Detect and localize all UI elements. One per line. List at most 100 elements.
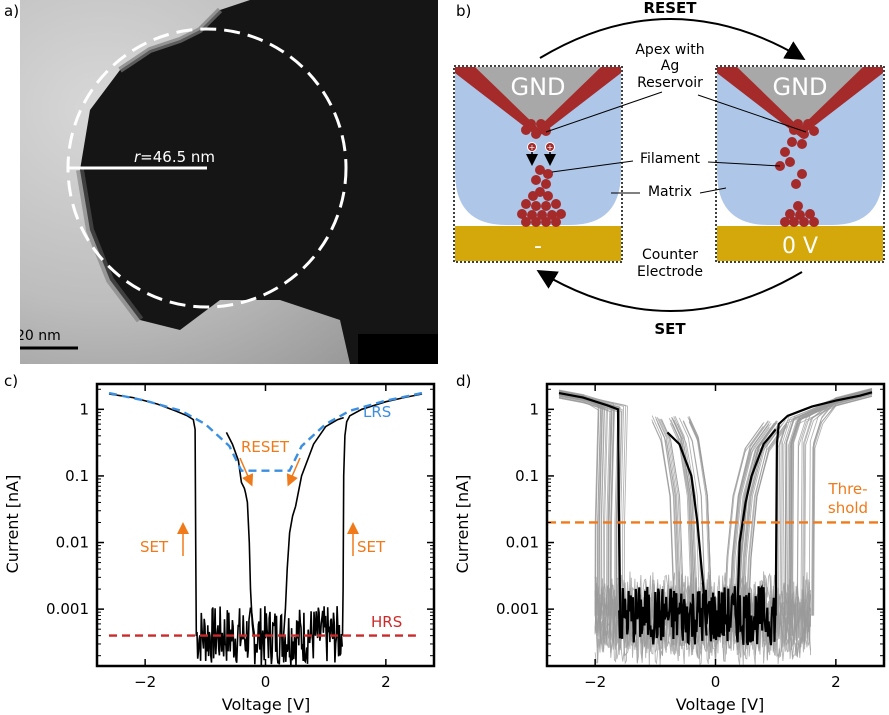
- gray-cycle-reset-pos: [723, 426, 764, 624]
- annotation-matrix: Matrix: [648, 184, 692, 200]
- lrs-label: LRS: [363, 403, 391, 421]
- set-annotation-left: SET: [140, 538, 169, 556]
- xlabel-d: Voltage [V]: [676, 695, 765, 714]
- svg-text:+: +: [547, 143, 554, 152]
- device-right: 0 V GND: [715, 65, 885, 263]
- y-tick-label: 0.001: [496, 600, 539, 618]
- gray-cycle-set-pos: [812, 394, 873, 616]
- ag-cluster-left: [517, 119, 566, 227]
- ylabel-d: Current [nA]: [453, 475, 472, 574]
- electrode-right: [717, 226, 883, 261]
- device-left: - GND + +: [453, 65, 623, 263]
- schematic-annotations: Apex with Ag Reservoir Filament Matrix C…: [545, 42, 807, 280]
- gray-cycle-reset-neg: [656, 416, 681, 630]
- gray-cycle-reset-pos: [729, 427, 770, 624]
- gray-cycle-set-pos: [777, 392, 873, 616]
- gray-cycle-reset-neg: [673, 419, 698, 630]
- threshold-label-line2: shold: [828, 499, 868, 517]
- panel-label-a: a): [4, 2, 20, 20]
- hrs-noise-trace: [195, 606, 343, 666]
- y-tick-label: 0.1: [65, 467, 89, 485]
- gray-cycle-reset-pos: [731, 423, 772, 624]
- tem-tip-silhouette: [80, 0, 438, 364]
- axes-d: −2 0 2 0.001 0.01 0.1 1: [496, 382, 886, 691]
- iv-trace-segment: [735, 428, 777, 636]
- iv-chart-d: −2 0 2 0.001 0.01 0.1 1 Current [nA] Voltage […: [453, 382, 886, 714]
- x-tick-label: 2: [381, 673, 391, 691]
- hrs-noise-trace: [618, 584, 777, 646]
- gray-cycle-reset-pos: [745, 424, 786, 624]
- set-arrow: [536, 269, 803, 312]
- x-tick-label: 0: [261, 673, 271, 691]
- gray-cycle-set-pos: [776, 395, 873, 616]
- tip-right: [717, 67, 883, 128]
- gray-cycle-reset-neg: [655, 418, 680, 630]
- ag-ions-left: + +: [526, 142, 556, 166]
- svg-text:+: +: [529, 143, 536, 152]
- gray-cycle-set-pos: [780, 390, 873, 616]
- iv-trace-segment: [774, 391, 873, 616]
- gnd-left-label: GND: [510, 73, 565, 101]
- gray-cycle-reset-neg: [671, 417, 696, 630]
- y-tick-label: 0.01: [56, 534, 89, 552]
- gray-cycle-set-neg: [558, 392, 602, 616]
- annotation-apex-line2: Ag: [661, 58, 679, 74]
- gray-cycle-set-neg: [558, 390, 599, 616]
- annotation-filament: Filament: [640, 151, 701, 167]
- xlabel-c: Voltage [V]: [222, 695, 311, 714]
- gray-cycle-set-neg: [558, 397, 611, 616]
- annotation-apex-line1: Apex with: [635, 42, 704, 58]
- ag-cluster-right: [775, 119, 819, 227]
- axes-c: −2 0 2 0.001 0.01 0.1 1: [46, 382, 436, 691]
- y-tick-label: 0.001: [46, 600, 89, 618]
- panel-label-d: d): [456, 372, 472, 390]
- reset-label: RESET: [643, 0, 697, 17]
- x-tick-label: −2: [584, 673, 606, 691]
- gray-cycle-reset-pos: [733, 424, 774, 624]
- gray-cycle-set-neg: [558, 393, 606, 616]
- bias-right-label: 0 V: [782, 234, 818, 259]
- plot-area-d: [547, 387, 884, 666]
- x-tick-label: 2: [831, 673, 841, 691]
- annotation-apex-line3: Reservoir: [637, 75, 703, 91]
- gray-cycle-set-pos: [786, 393, 873, 616]
- hrs-label: HRS: [371, 613, 402, 631]
- annotation-counter-line2: Electrode: [637, 264, 703, 280]
- gray-cycle-reset-pos: [729, 424, 770, 624]
- tem-corner-block: [358, 334, 438, 364]
- gray-cycle-set-neg: [558, 390, 600, 616]
- reset-arrow: [539, 18, 806, 61]
- schematic-panel-b: RESET SET - GND + + 0 V: [453, 0, 885, 338]
- lrs-fit-line: [108, 391, 423, 472]
- x-tick-label: 0: [711, 673, 721, 691]
- annotation-counter-line1: Counter: [642, 247, 698, 263]
- gray-cycle-set-pos: [813, 395, 873, 616]
- gray-cycle-reset-pos: [747, 425, 788, 624]
- reset-annotation: RESET: [241, 438, 290, 456]
- y-tick-label: 0.01: [506, 534, 539, 552]
- iv-chart-c: −2 0 2 0.001 0.01 0.1 1 Current [nA] Voltage […: [3, 382, 436, 714]
- matrix-left: [455, 67, 621, 225]
- tem-image: r=46.5 nm 20 nm: [20, 0, 438, 364]
- tem-amorphous-shell: [118, 7, 223, 73]
- gray-cycle-set-neg: [558, 395, 607, 616]
- set-annotation-right: SET: [357, 538, 386, 556]
- tip-left: [455, 67, 621, 128]
- iv-trace-segment: [666, 431, 708, 636]
- gnd-right-label: GND: [772, 73, 827, 101]
- iv-trace-segment: [282, 416, 344, 636]
- gray-cycle-reset-pos: [728, 420, 769, 624]
- threshold-label-line1: Thre-: [827, 480, 867, 498]
- bias-left-label: -: [534, 234, 542, 259]
- gray-cycle-reset-pos: [742, 423, 783, 624]
- gray-cycle-reset-neg: [678, 417, 703, 630]
- electrode-left: [455, 226, 621, 261]
- panel-label-c: c): [4, 372, 19, 390]
- gray-cycle-reset-pos: [724, 421, 765, 624]
- iv-trace-segment: [558, 392, 622, 620]
- gray-cycle-reset-neg: [688, 417, 713, 630]
- y-tick-label: 1: [79, 400, 89, 418]
- plot-area-c: [108, 391, 423, 666]
- y-tick-label: 0.1: [515, 467, 539, 485]
- annotations-c: LRS HRS RESET SET SET: [140, 403, 402, 631]
